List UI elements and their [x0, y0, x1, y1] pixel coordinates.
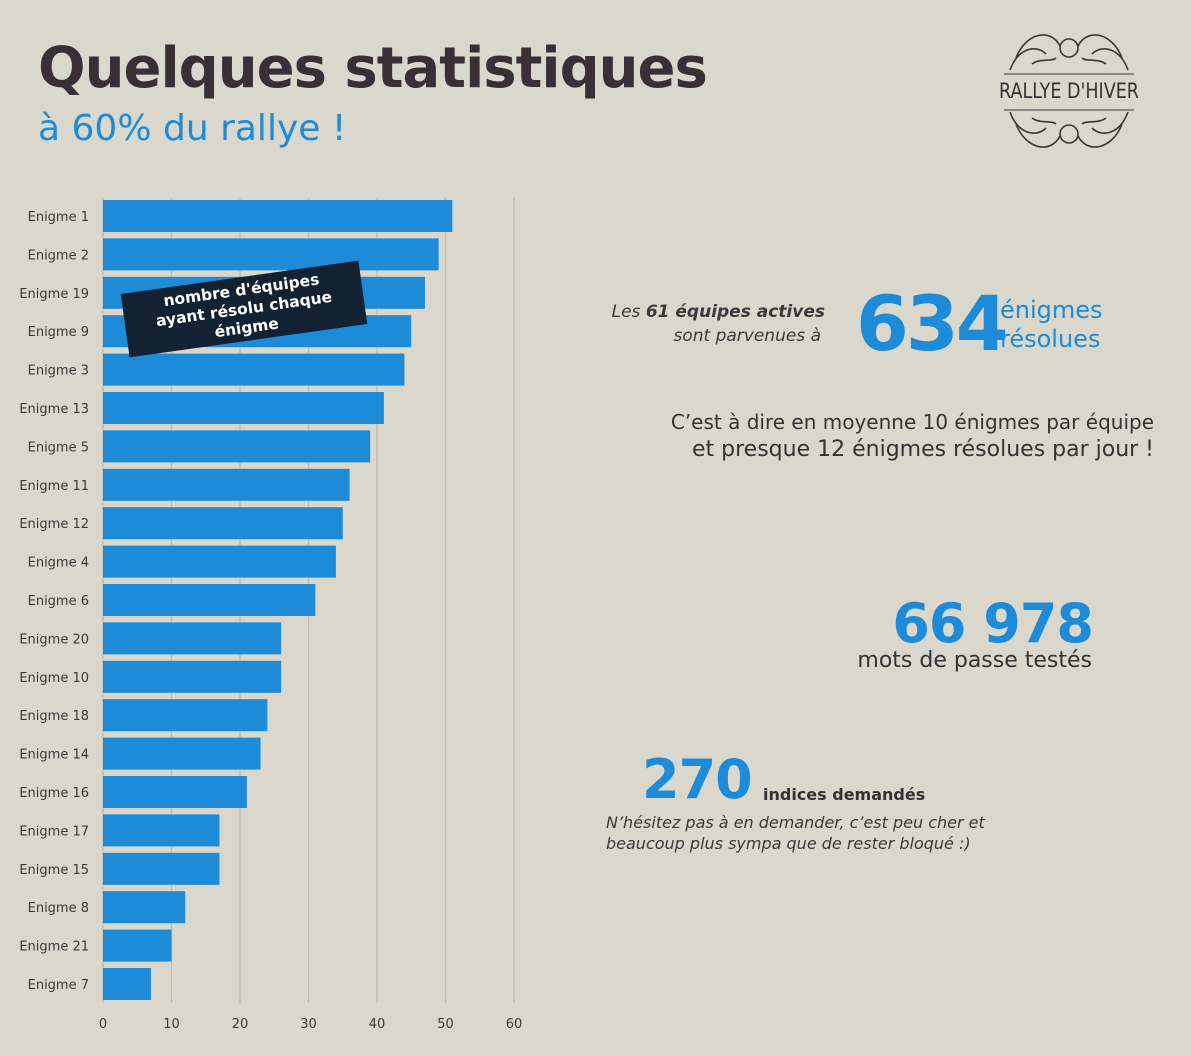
category-label: Enigme 1 [28, 210, 89, 225]
rallye-logo: RALLYE D'HIVER [999, 34, 1139, 148]
bar [103, 238, 439, 271]
bar [103, 699, 268, 732]
category-label: Enigme 9 [28, 325, 89, 340]
category-label: Enigme 17 [19, 824, 89, 839]
page-title: Quelques statistiques [38, 36, 708, 101]
x-tick-label: 0 [99, 1017, 107, 1032]
x-tick-label: 30 [300, 1017, 317, 1032]
bar [103, 430, 371, 463]
category-label: Enigme 5 [28, 440, 89, 455]
category-label: Enigme 19 [19, 287, 89, 302]
passwords-number: 66 978 [892, 592, 1094, 655]
x-tick-label: 60 [506, 1017, 523, 1032]
category-label: Enigme 12 [19, 517, 89, 532]
x-tick-label: 10 [163, 1017, 180, 1032]
chart-category-labels: Enigme 1 Enigme 2 Enigme 19 Enigme 9 Enigme … [19, 210, 89, 993]
active-teams-line: Les 61 équipes actives [612, 302, 825, 322]
category-label: Enigme 16 [19, 786, 89, 801]
hints-note: N’hésitez pas à en demander, c’est peu c… [606, 813, 985, 853]
category-label: Enigme 2 [28, 248, 89, 263]
active-teams-prefix: Les [611, 302, 646, 322]
average-per-day: et presque 12 énigmes résolues par jour … [692, 437, 1154, 462]
bar [103, 622, 282, 655]
solved-number: 634 [856, 279, 1009, 368]
solved-unit: énigmes résolues [1000, 296, 1103, 354]
category-label: Enigme 8 [28, 901, 89, 916]
bar [103, 929, 172, 962]
bar [103, 507, 343, 540]
solved-unit-line-2: résolues [1000, 325, 1101, 353]
bar [103, 968, 151, 1000]
category-label: Enigme 13 [19, 402, 89, 417]
category-label: Enigme 21 [19, 940, 89, 955]
bar [103, 776, 247, 808]
category-label: Enigme 20 [19, 632, 89, 647]
category-label: Enigme 11 [19, 479, 89, 494]
x-tick-label: 20 [232, 1017, 249, 1032]
category-label: Enigme 6 [28, 594, 89, 609]
category-label: Enigme 14 [19, 748, 89, 763]
chart-bars [103, 200, 453, 1000]
bar [103, 891, 186, 924]
x-tick-label: 50 [437, 1017, 454, 1032]
bar [103, 852, 220, 885]
hints-number: 270 [642, 748, 753, 811]
chart-x-ticks: 0 10 20 30 40 50 60 [99, 1017, 522, 1032]
bar [103, 737, 261, 770]
bar [103, 814, 220, 847]
passwords-label: mots de passe testés [857, 648, 1092, 673]
bar [103, 545, 336, 578]
bar [103, 660, 282, 693]
category-label: Enigme 4 [28, 556, 89, 571]
hints-label: indices demandés [763, 785, 926, 804]
average-per-team: C’est à dire en moyenne 10 énigmes par é… [670, 410, 1154, 434]
page-subtitle: à 60% du rallye ! [38, 108, 347, 149]
active-teams-line-2: sont parvenues à [673, 326, 821, 346]
bar [103, 468, 350, 501]
category-label: Enigme 3 [28, 364, 89, 379]
bar [103, 200, 453, 232]
category-label: Enigme 7 [28, 978, 89, 993]
logo-text: RALLYE D'HIVER [999, 79, 1139, 103]
category-label: Enigme 18 [19, 709, 89, 724]
category-label: Enigme 15 [19, 863, 89, 878]
active-teams-count: 61 équipes actives [645, 302, 825, 322]
category-label: Enigme 10 [19, 671, 89, 686]
x-tick-label: 40 [369, 1017, 386, 1032]
bar [103, 584, 316, 616]
bar [103, 392, 384, 424]
bar [103, 353, 405, 386]
solved-unit-line-1: énigmes [1000, 296, 1103, 324]
